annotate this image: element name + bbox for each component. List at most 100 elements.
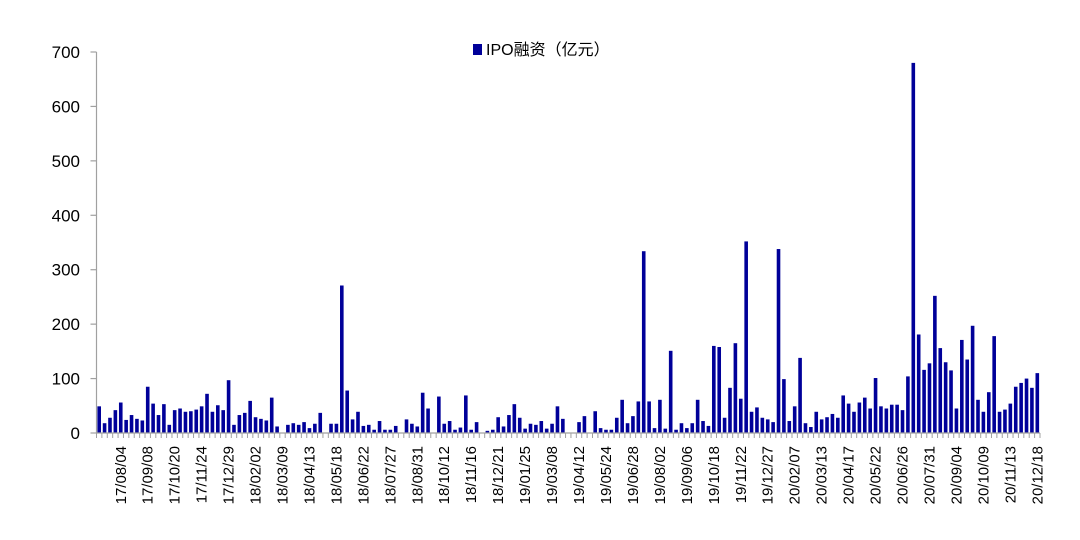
x-tick-label: 20/03/13 bbox=[814, 446, 831, 504]
bar bbox=[393, 425, 398, 433]
bar bbox=[836, 417, 840, 433]
bar bbox=[906, 376, 910, 433]
x-tick-label: 19/10/18 bbox=[706, 446, 723, 504]
x-tick-label: 18/02/02 bbox=[248, 446, 265, 504]
bar bbox=[652, 428, 657, 433]
bar bbox=[334, 423, 339, 433]
bar bbox=[512, 404, 517, 433]
x-tick-label: 20/02/07 bbox=[787, 446, 804, 504]
bar bbox=[1008, 403, 1013, 433]
x-tick-label: 19/09/06 bbox=[679, 446, 696, 504]
bar bbox=[625, 423, 630, 433]
bar bbox=[248, 400, 252, 433]
x-tick-label: 18/08/31 bbox=[409, 446, 426, 504]
x-tick-label: 17/12/29 bbox=[221, 446, 238, 504]
legend: IPO融资（亿元） bbox=[473, 41, 610, 59]
bar bbox=[733, 343, 738, 433]
x-tick-label: 19/06/28 bbox=[625, 446, 642, 504]
bar bbox=[981, 411, 986, 433]
bar bbox=[474, 422, 479, 433]
bar bbox=[199, 406, 204, 433]
bar bbox=[426, 408, 430, 433]
bar bbox=[911, 62, 916, 434]
x-tick-label: 19/08/02 bbox=[652, 446, 669, 504]
bar bbox=[690, 423, 695, 433]
bar bbox=[792, 406, 797, 433]
x-tick-label: 18/06/22 bbox=[355, 446, 372, 504]
y-tick-label: 500 bbox=[52, 152, 80, 171]
bar bbox=[318, 412, 323, 433]
bar bbox=[884, 408, 889, 433]
bar bbox=[636, 401, 641, 433]
bar bbox=[118, 402, 123, 433]
bar bbox=[830, 413, 835, 433]
bar bbox=[809, 427, 813, 433]
bar bbox=[744, 241, 748, 433]
x-tick-label: 18/07/27 bbox=[382, 446, 399, 504]
bar bbox=[264, 420, 269, 433]
bar bbox=[464, 395, 468, 433]
bar bbox=[900, 410, 905, 433]
bar bbox=[927, 363, 932, 433]
bar bbox=[361, 425, 366, 433]
bar bbox=[992, 336, 996, 433]
bar bbox=[841, 395, 846, 433]
bar bbox=[286, 424, 290, 433]
bar bbox=[210, 411, 215, 433]
bar bbox=[388, 429, 393, 433]
bar bbox=[803, 423, 808, 433]
bar bbox=[889, 404, 894, 433]
bar bbox=[582, 416, 587, 433]
bar bbox=[151, 403, 155, 433]
bar bbox=[496, 417, 500, 433]
bar bbox=[172, 410, 177, 433]
bar bbox=[437, 396, 441, 433]
bar bbox=[501, 426, 506, 433]
bar bbox=[938, 348, 943, 433]
x-tick-label: 19/04/12 bbox=[571, 446, 588, 504]
bar bbox=[507, 415, 511, 433]
bar bbox=[523, 428, 527, 433]
y-axis: 0 100 200 300 400 500 600 700 bbox=[52, 43, 98, 443]
bar bbox=[485, 430, 490, 433]
x-tick-label: 19/03/08 bbox=[544, 446, 561, 504]
bar bbox=[113, 410, 118, 433]
bar bbox=[846, 403, 851, 433]
bar bbox=[372, 429, 376, 433]
bar bbox=[593, 411, 598, 433]
bar bbox=[658, 399, 662, 433]
bar bbox=[167, 424, 172, 433]
bar bbox=[366, 424, 371, 433]
x-axis: 17/08/04 17/09/08 17/10/20 17/11/24 17/12/29… bbox=[96, 432, 1046, 504]
bar bbox=[528, 423, 533, 433]
bar bbox=[986, 392, 991, 433]
bar bbox=[453, 429, 457, 433]
x-tick-label: 19/11/22 bbox=[733, 446, 750, 503]
x-tick-label: 20/11/13 bbox=[1002, 446, 1019, 503]
bar bbox=[340, 285, 344, 433]
legend-label: IPO融资（亿元） bbox=[486, 41, 610, 59]
bar bbox=[674, 429, 678, 433]
bar bbox=[221, 410, 225, 433]
bar bbox=[631, 416, 635, 433]
x-tick-label: 20/07/31 bbox=[921, 446, 938, 504]
bar bbox=[216, 405, 220, 433]
bar bbox=[760, 417, 765, 433]
bar bbox=[685, 428, 689, 433]
bar bbox=[183, 411, 188, 433]
y-tick-label: 400 bbox=[52, 206, 80, 225]
bar bbox=[712, 345, 716, 433]
x-tick-label: 18/10/12 bbox=[436, 446, 453, 504]
bar bbox=[296, 424, 301, 433]
bar bbox=[755, 407, 759, 433]
bar bbox=[647, 401, 651, 433]
bar bbox=[814, 411, 819, 433]
x-tick-label: 19/01/25 bbox=[517, 446, 534, 504]
x-tick-label: 17/10/20 bbox=[167, 446, 184, 504]
bar bbox=[960, 339, 964, 433]
bar bbox=[205, 393, 209, 433]
bar bbox=[695, 399, 700, 433]
x-tick-label: 17/11/24 bbox=[194, 446, 211, 503]
bar bbox=[329, 423, 333, 433]
